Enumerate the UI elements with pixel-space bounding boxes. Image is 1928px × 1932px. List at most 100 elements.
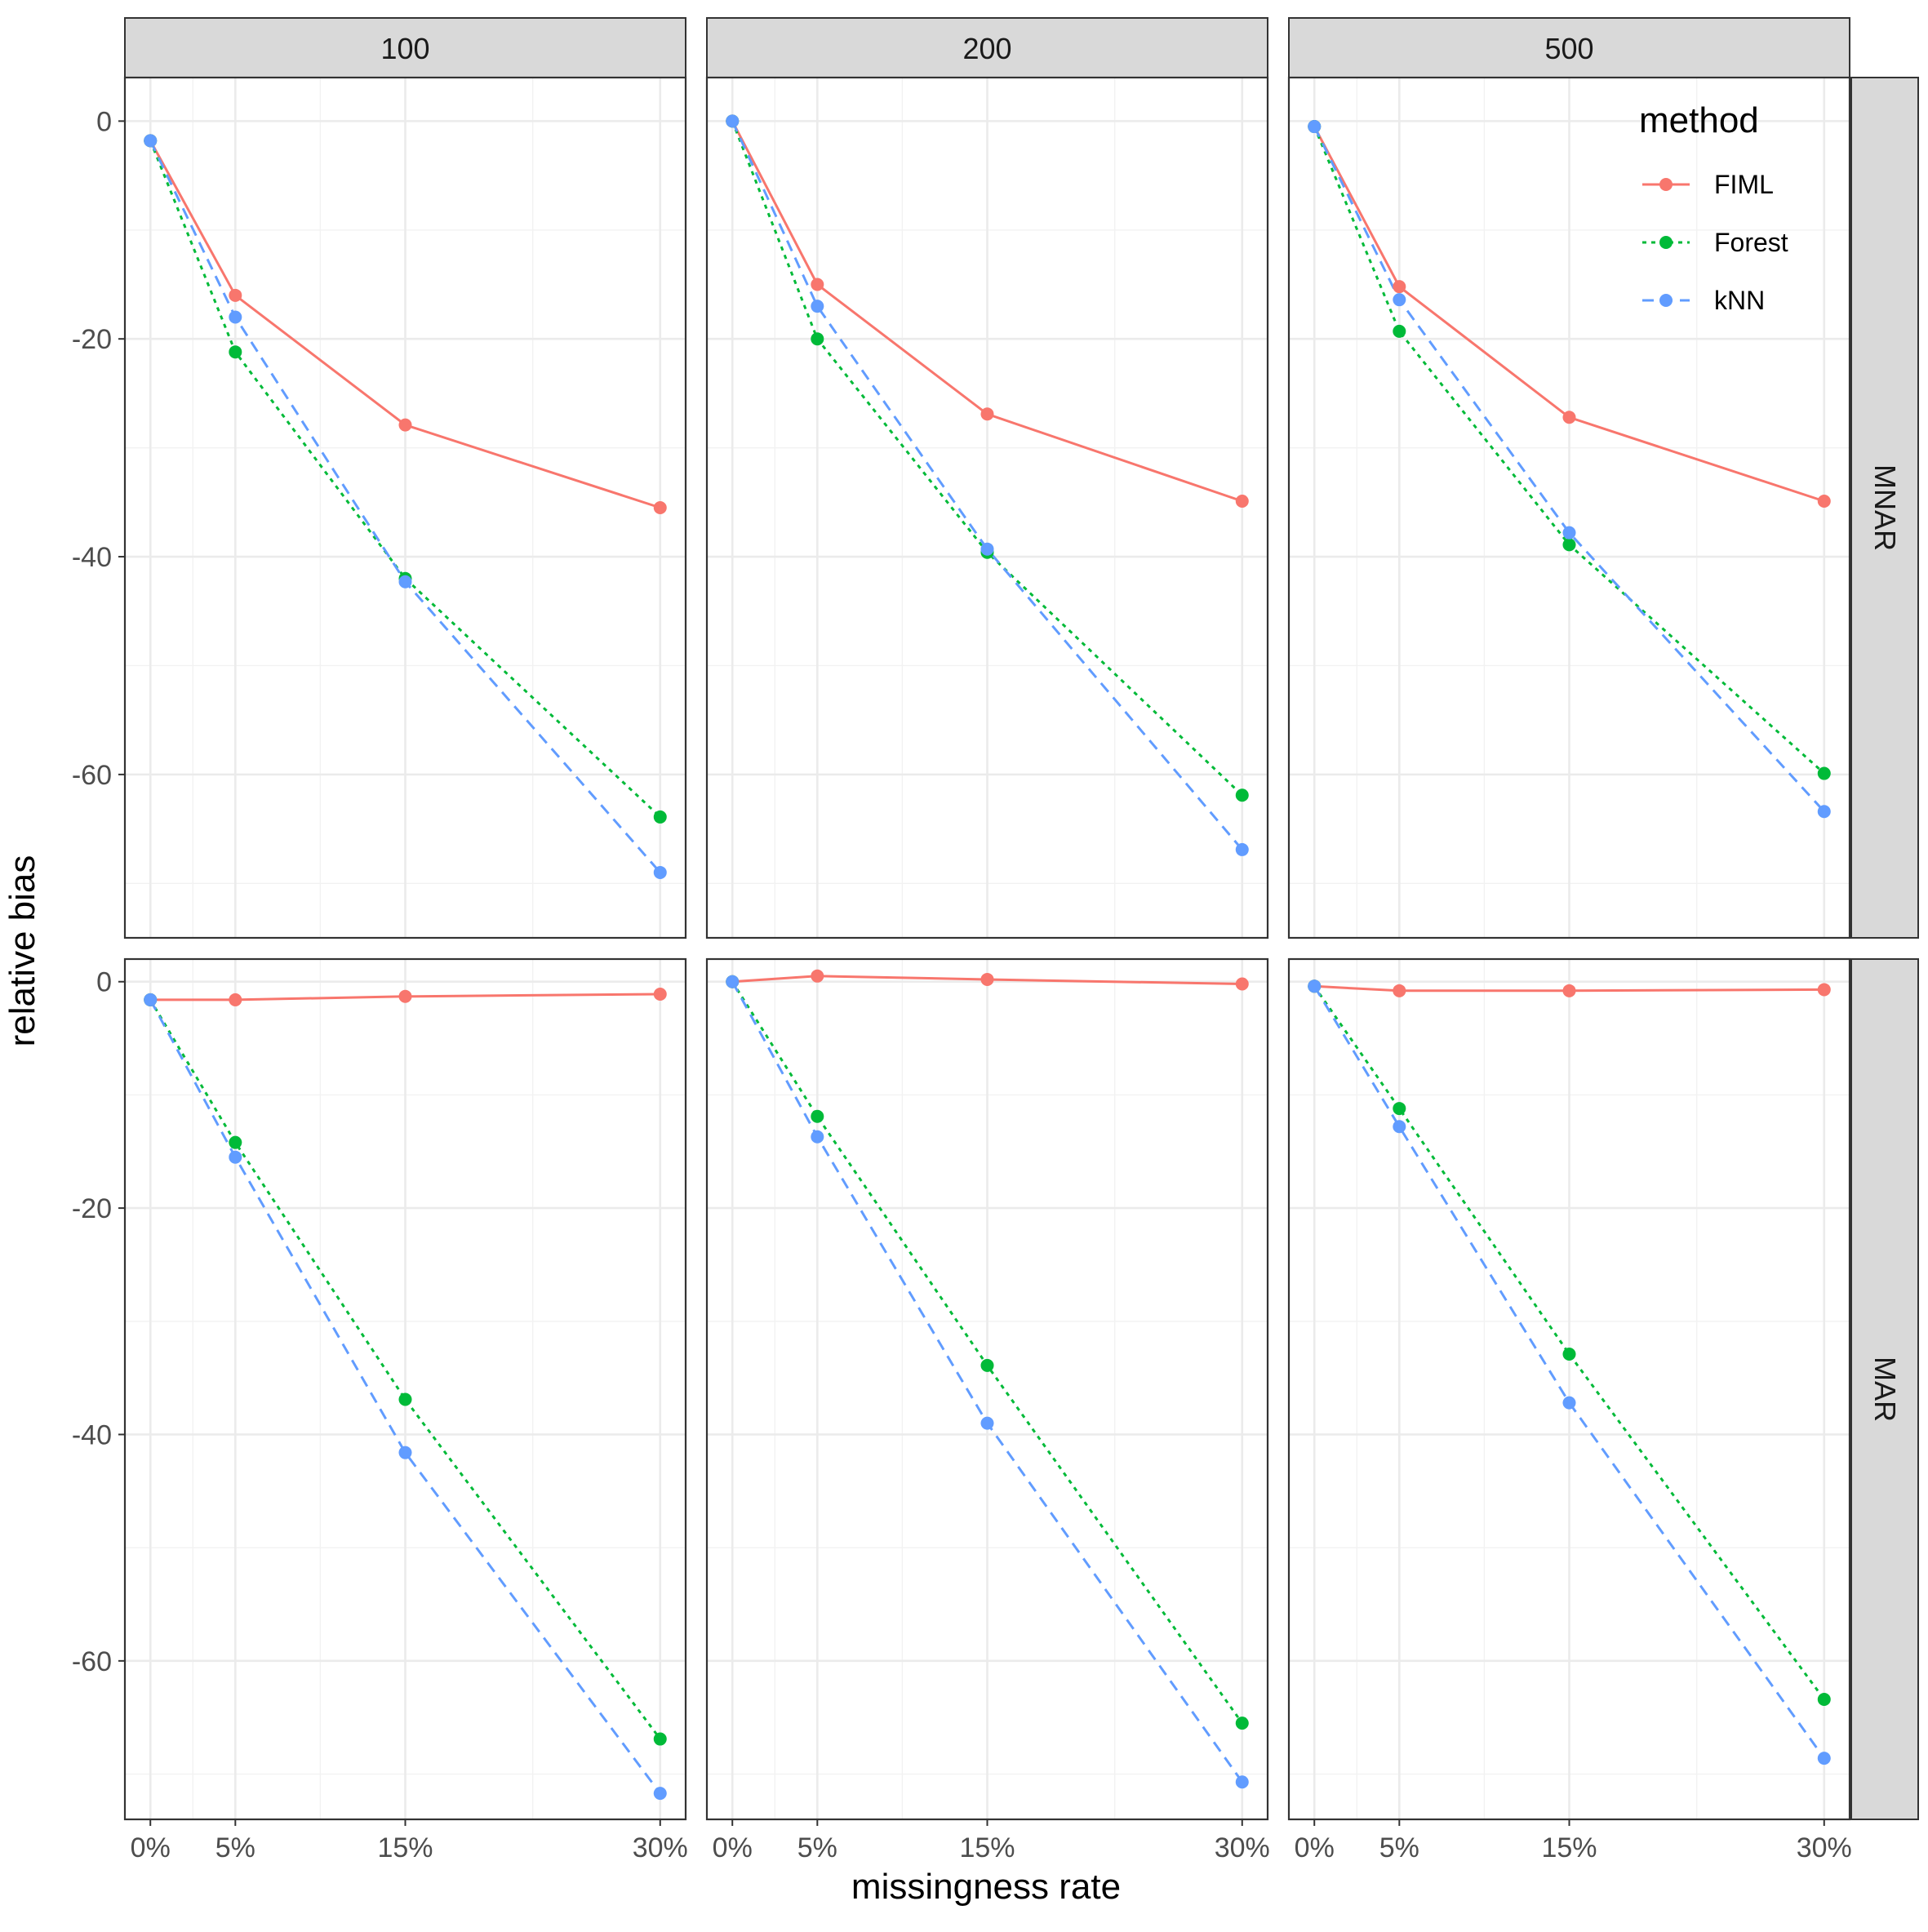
data-point-Forest xyxy=(1393,1102,1406,1116)
data-point-FIML xyxy=(1235,494,1249,508)
x-tick-label: 5% xyxy=(215,1832,255,1863)
data-point-kNN xyxy=(811,300,824,313)
data-point-Forest xyxy=(1562,1348,1576,1361)
data-point-FIML xyxy=(229,288,242,302)
series-line-kNN xyxy=(731,120,1243,851)
data-point-FIML xyxy=(1393,280,1406,294)
x-tick-label: 0% xyxy=(1295,1832,1335,1863)
data-point-kNN xyxy=(398,575,412,588)
panel-MNAR-100 xyxy=(123,76,687,939)
data-point-kNN xyxy=(653,865,667,879)
data-point-FIML xyxy=(398,989,412,1003)
strip-row-MAR xyxy=(1850,958,1919,1820)
data-point-Forest xyxy=(811,332,824,346)
panel-border xyxy=(705,76,1269,939)
data-point-FIML xyxy=(653,987,667,1001)
data-point-Forest xyxy=(1235,788,1249,802)
legend-key-point-FIML xyxy=(1659,178,1673,191)
x-tick-label: 15% xyxy=(1541,1832,1597,1863)
panels-layer: 100 200 500 MNAR MAR xyxy=(123,17,1919,1821)
data-point-kNN xyxy=(1235,1775,1249,1789)
data-point-kNN xyxy=(1562,526,1576,540)
legend-key-point-Forest xyxy=(1659,236,1673,249)
data-point-Forest xyxy=(229,345,242,359)
axes-layer: 0 -20 -40 -60 0 -20 -40 -60 0% 5% 15% 30% 0% 5% 15% 30%… xyxy=(72,106,1852,1863)
legend-key-point-kNN xyxy=(1659,294,1673,307)
y-tick-label: -60 xyxy=(72,1646,112,1677)
data-point-kNN xyxy=(726,114,740,128)
y-tick-label: -60 xyxy=(72,760,112,791)
legend-label-Forest: Forest xyxy=(1714,228,1788,257)
data-point-Forest xyxy=(1817,766,1831,780)
data-point-FIML xyxy=(229,993,242,1006)
x-tick-label: 30% xyxy=(633,1832,688,1863)
x-tick-label: 5% xyxy=(797,1832,837,1863)
data-point-FIML xyxy=(653,501,667,514)
data-point-FIML xyxy=(1817,494,1831,508)
legend-title: method xyxy=(1639,100,1759,140)
data-point-kNN xyxy=(144,993,158,1006)
series-line-Forest xyxy=(149,999,661,1740)
series-line-FIML xyxy=(1314,984,1824,993)
data-point-kNN xyxy=(1308,979,1322,993)
data-point-FIML xyxy=(1817,983,1831,997)
data-point-FIML xyxy=(811,969,824,983)
data-point-kNN xyxy=(229,310,242,324)
series-line-kNN xyxy=(1313,126,1825,813)
data-point-Forest xyxy=(229,1135,242,1149)
x-tick-label: 15% xyxy=(959,1832,1015,1863)
data-point-FIML xyxy=(1562,411,1576,424)
data-point-FIML xyxy=(1235,977,1249,991)
x-tick-label: 0% xyxy=(131,1832,171,1863)
x-tick-label: 30% xyxy=(1215,1832,1270,1863)
x-tick-label: 5% xyxy=(1379,1832,1419,1863)
data-point-kNN xyxy=(1562,1396,1576,1410)
data-point-Forest xyxy=(980,1358,994,1372)
y-tick-label: 0 xyxy=(96,106,112,137)
series-line-FIML xyxy=(1313,126,1825,503)
data-point-FIML xyxy=(1562,984,1576,997)
data-point-FIML xyxy=(398,418,412,432)
data-point-kNN xyxy=(398,1446,412,1459)
y-axis-title: relative bias xyxy=(2,855,42,1047)
series-line-FIML xyxy=(150,993,660,1002)
legend-label-kNN: kNN xyxy=(1714,286,1765,315)
series-line-Forest xyxy=(1313,985,1826,1700)
y-tick-label: -20 xyxy=(72,324,112,355)
panel-border xyxy=(123,76,687,939)
series-line-Forest xyxy=(1313,126,1825,775)
strip-col-200 xyxy=(706,17,1268,78)
y-tick-label: -40 xyxy=(72,542,112,573)
series-line-FIML xyxy=(149,140,661,509)
panel-MAR-200 xyxy=(705,957,1269,1821)
panel-MAR-500 xyxy=(1287,957,1851,1821)
strip-label-col-200: 200 xyxy=(962,32,1011,65)
strip-col-100 xyxy=(124,17,686,78)
data-point-Forest xyxy=(1235,1717,1249,1730)
strip-col-500 xyxy=(1288,17,1850,78)
legend-layer: method FIML Forest kNN xyxy=(1639,100,1788,315)
strip-row-MNAR xyxy=(1850,77,1919,939)
data-point-kNN xyxy=(653,1787,667,1801)
data-point-Forest xyxy=(1393,324,1406,338)
panel-MNAR-200 xyxy=(705,76,1269,939)
data-point-Forest xyxy=(1562,538,1576,552)
y-tick-label: -40 xyxy=(72,1419,112,1450)
data-point-FIML xyxy=(1393,984,1406,997)
data-point-kNN xyxy=(144,134,158,148)
data-point-kNN xyxy=(229,1150,242,1164)
data-point-FIML xyxy=(980,972,994,986)
panel-MAR-100 xyxy=(123,957,687,1821)
data-point-kNN xyxy=(726,975,740,988)
data-point-FIML xyxy=(980,407,994,421)
data-point-Forest xyxy=(811,1109,824,1123)
series-line-Forest xyxy=(149,140,661,818)
data-point-kNN xyxy=(1393,293,1406,307)
data-point-Forest xyxy=(653,810,667,824)
x-axis-title: missingness rate xyxy=(851,1867,1121,1907)
series-line-FIML xyxy=(732,975,1242,985)
series-line-kNN xyxy=(149,999,662,1794)
data-point-kNN xyxy=(1817,1752,1831,1765)
series-line-kNN xyxy=(731,980,1244,1783)
